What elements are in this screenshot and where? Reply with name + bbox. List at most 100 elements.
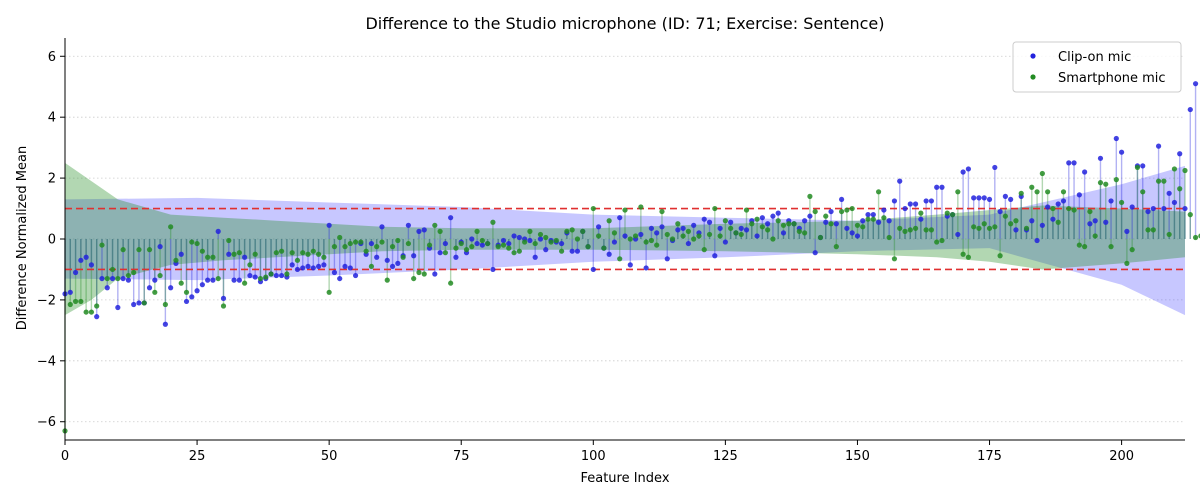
phone-point (1140, 189, 1146, 195)
clip-point (1002, 193, 1008, 199)
clip-point (432, 271, 438, 277)
phone-point (1124, 260, 1130, 266)
phone-point (1187, 212, 1193, 218)
clip-point (559, 240, 565, 247)
clip-point (881, 207, 887, 213)
clip-point (379, 224, 385, 230)
clip-point (384, 257, 390, 263)
phone-point (263, 274, 269, 280)
phone-point (617, 256, 623, 262)
clip-point (490, 266, 496, 273)
phone-point (553, 237, 559, 244)
phone-point (474, 228, 480, 234)
clip-point (918, 216, 924, 222)
phone-point (1076, 242, 1082, 248)
phone-point (537, 231, 544, 238)
phone-point (854, 222, 861, 228)
phone-point (1134, 164, 1141, 171)
phone-point (527, 228, 533, 234)
phone-point (183, 289, 190, 295)
clip-point (437, 250, 443, 256)
clip-point (67, 289, 73, 295)
phone-point (802, 230, 808, 236)
x-tick-label: 175 (977, 449, 1002, 464)
phone-point (1071, 207, 1077, 213)
clip-point (168, 285, 174, 291)
clip-point (146, 285, 153, 291)
phone-point (712, 205, 718, 212)
clip-point (622, 233, 628, 239)
clip-point (226, 251, 232, 257)
clip-point (247, 272, 253, 279)
phone-point (189, 239, 195, 245)
phone-point (1060, 189, 1067, 195)
clip-point (120, 275, 126, 282)
clip-point (537, 236, 544, 242)
clip-point (374, 254, 380, 260)
legend-marker-clip (1030, 53, 1036, 59)
clip-point (236, 277, 242, 283)
clip-point (289, 262, 295, 268)
phone-point (1113, 177, 1119, 183)
clip-point (875, 219, 882, 225)
clip-point (664, 256, 670, 262)
phone-point (807, 193, 813, 199)
phone-point (944, 210, 950, 216)
phone-point (78, 298, 84, 305)
clip-point (870, 212, 876, 218)
clip-point (802, 218, 808, 224)
phone-point (912, 225, 919, 231)
clip-point (395, 260, 401, 266)
x-tick-label: 125 (713, 449, 738, 464)
clip-point (722, 239, 728, 245)
y-tick-label: 6 (48, 50, 56, 65)
clip-point (109, 275, 116, 282)
phone-point (907, 227, 913, 233)
clip-point (807, 213, 813, 219)
phone-point (1119, 199, 1125, 206)
clip-point (1082, 169, 1088, 175)
phone-point (585, 244, 591, 250)
clip-point (1066, 160, 1072, 166)
phone-point (685, 228, 691, 234)
clip-point (854, 233, 861, 239)
phone-point (490, 219, 496, 225)
x-tick-label: 25 (189, 449, 206, 464)
x-axis-label: Feature Index (580, 471, 669, 486)
clip-point (754, 233, 760, 239)
clip-point (955, 231, 961, 238)
phone-point (215, 275, 221, 282)
clip-point (897, 178, 903, 184)
phone-point (310, 248, 316, 254)
clip-point (1108, 198, 1114, 204)
phone-point (580, 228, 586, 234)
phone-point (590, 205, 596, 212)
phone-point (770, 236, 776, 242)
phone-point (125, 272, 131, 279)
phone-point (1055, 219, 1061, 225)
legend-marker-phone (1030, 74, 1036, 80)
legend: Clip-on mic Smartphone mic (1012, 41, 1182, 93)
phone-point (1103, 181, 1109, 187)
phone-point (141, 300, 147, 306)
clip-point (738, 225, 744, 231)
clip-point (273, 272, 279, 279)
clip-point (511, 233, 517, 239)
phone-point (997, 253, 1003, 259)
phone-point (1129, 247, 1135, 253)
clip-point (310, 265, 316, 271)
phone-point (1166, 231, 1172, 238)
phone-point (120, 247, 126, 253)
clip-point (701, 216, 707, 222)
clip-point (78, 257, 84, 263)
clip-point (997, 208, 1003, 215)
phone-point (395, 237, 401, 244)
clip-point (326, 222, 332, 228)
phone-point (416, 269, 422, 276)
clip-point (685, 240, 691, 247)
clip-point (337, 275, 343, 282)
clip-point (411, 253, 417, 259)
clip-point (1097, 155, 1104, 161)
clip-point (527, 237, 533, 244)
phone-point (289, 250, 295, 256)
